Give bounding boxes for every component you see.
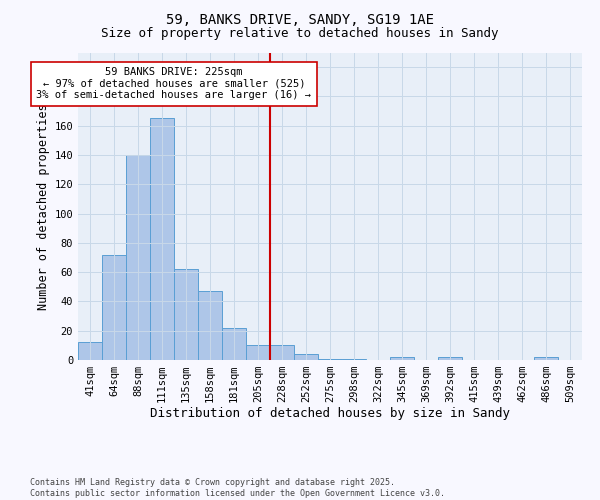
Text: 59, BANKS DRIVE, SANDY, SG19 1AE: 59, BANKS DRIVE, SANDY, SG19 1AE <box>166 12 434 26</box>
Bar <box>150 118 174 360</box>
Bar <box>318 358 342 360</box>
Bar <box>342 358 366 360</box>
Bar <box>222 328 246 360</box>
Bar <box>294 354 318 360</box>
Bar <box>438 357 462 360</box>
Y-axis label: Number of detached properties: Number of detached properties <box>37 103 50 310</box>
Bar <box>390 357 414 360</box>
Bar <box>534 357 558 360</box>
Bar <box>174 269 198 360</box>
Bar <box>102 254 126 360</box>
X-axis label: Distribution of detached houses by size in Sandy: Distribution of detached houses by size … <box>150 406 510 420</box>
Text: 59 BANKS DRIVE: 225sqm
← 97% of detached houses are smaller (525)
3% of semi-det: 59 BANKS DRIVE: 225sqm ← 97% of detached… <box>37 67 311 100</box>
Text: Size of property relative to detached houses in Sandy: Size of property relative to detached ho… <box>101 28 499 40</box>
Bar <box>126 155 150 360</box>
Bar <box>78 342 102 360</box>
Bar <box>270 346 294 360</box>
Bar <box>246 346 270 360</box>
Bar <box>198 291 222 360</box>
Text: Contains HM Land Registry data © Crown copyright and database right 2025.
Contai: Contains HM Land Registry data © Crown c… <box>30 478 445 498</box>
